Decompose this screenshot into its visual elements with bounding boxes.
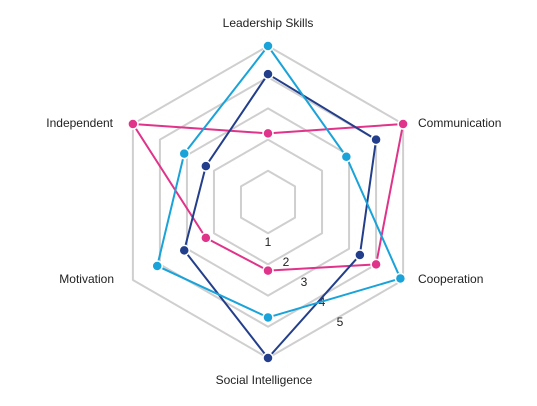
data-point xyxy=(151,260,163,272)
data-point xyxy=(354,249,366,261)
category-label: Cooperation xyxy=(418,272,483,286)
category-label: Leadership Skills xyxy=(223,16,314,30)
data-point xyxy=(178,147,190,160)
data-point xyxy=(262,352,274,364)
data-point xyxy=(262,68,274,80)
data-point xyxy=(370,133,382,146)
category-label: Communication xyxy=(418,116,501,130)
grid-ring xyxy=(212,138,324,266)
data-point xyxy=(370,258,382,271)
series-line xyxy=(156,45,402,319)
data-point xyxy=(262,264,274,277)
r-tick-label: 1 xyxy=(265,235,272,249)
data-point xyxy=(200,160,212,172)
category-label: Independent xyxy=(46,116,113,130)
data-point xyxy=(200,232,212,244)
data-point xyxy=(397,118,409,130)
data-point xyxy=(262,311,274,324)
grid-ring xyxy=(158,76,378,328)
data-point xyxy=(340,151,353,163)
data-point xyxy=(127,118,139,130)
grid-ring xyxy=(239,169,297,235)
r-tick-label: 3 xyxy=(301,275,308,289)
category-label: Social Intelligence xyxy=(216,373,313,387)
data-point xyxy=(178,244,190,257)
r-tick-label: 2 xyxy=(283,255,290,269)
r-tick-label: 5 xyxy=(337,315,344,329)
category-label: Motivation xyxy=(59,272,114,286)
data-point xyxy=(394,272,407,285)
data-point xyxy=(262,127,274,140)
data-point xyxy=(262,40,274,52)
